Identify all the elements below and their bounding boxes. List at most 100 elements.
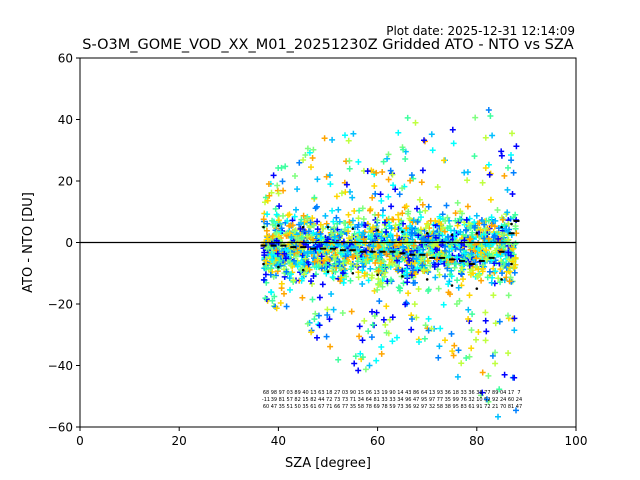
scatter-point xyxy=(512,254,519,261)
scatter-point xyxy=(447,271,454,278)
count-label: 97 xyxy=(279,390,285,396)
scatter-point xyxy=(422,138,428,145)
series-point xyxy=(450,233,454,237)
scatter-point xyxy=(489,240,496,247)
scatter-point xyxy=(485,107,492,113)
scatter-point xyxy=(485,235,492,242)
count-label: 95 xyxy=(421,397,427,403)
count-label: 15 xyxy=(358,390,364,396)
scatter-point xyxy=(445,281,452,288)
scatter-point xyxy=(464,203,471,210)
scatter-point xyxy=(281,290,287,297)
scatter-point xyxy=(468,243,475,250)
scatter-point xyxy=(308,164,314,171)
scatter-point xyxy=(395,129,402,136)
count-label: 36 xyxy=(405,404,411,410)
scatter-point xyxy=(392,186,399,193)
scatter-point xyxy=(476,220,483,227)
scatter-point xyxy=(383,303,390,310)
scatter-point xyxy=(367,207,373,214)
scatter-point xyxy=(310,236,316,243)
scatter-point xyxy=(390,216,397,223)
count-label: 69 xyxy=(373,404,379,410)
scatter-point xyxy=(395,211,402,218)
scatter-point xyxy=(510,245,517,252)
scatter-point xyxy=(505,350,512,357)
scatter-point xyxy=(386,261,392,268)
scatter-point xyxy=(448,267,455,274)
count-label: 78 xyxy=(366,404,372,410)
scatter-point xyxy=(380,207,386,214)
scatter-point xyxy=(499,216,506,223)
scatter-point xyxy=(264,236,271,243)
scatter-point xyxy=(500,231,506,238)
scatter-point xyxy=(323,333,330,340)
scatter-point xyxy=(275,217,282,224)
scatter-point xyxy=(306,149,313,156)
scatter-point xyxy=(349,253,356,260)
scatter-point xyxy=(356,333,363,340)
scatter-point xyxy=(276,203,283,210)
scatter-point xyxy=(422,225,429,232)
scatter-point xyxy=(374,217,381,224)
count-label: 66 xyxy=(334,404,340,410)
scatter-point xyxy=(268,251,275,258)
count-label: 52 xyxy=(484,397,490,403)
scatter-point xyxy=(472,259,479,266)
scatter-point xyxy=(312,235,319,242)
scatter-point xyxy=(441,228,448,235)
count-label: 82 xyxy=(294,397,300,403)
scatter-point xyxy=(411,301,418,308)
scatter-point xyxy=(348,266,355,273)
scatter-point xyxy=(511,327,518,334)
scatter-point xyxy=(418,179,425,186)
scatter-point xyxy=(302,152,309,158)
scatter-point xyxy=(338,190,345,197)
scatter-point xyxy=(272,205,279,212)
scatter-point xyxy=(436,271,443,278)
count-label: 58 xyxy=(358,404,364,410)
scatter-point xyxy=(466,236,473,243)
scatter-point xyxy=(317,243,323,250)
scatter-point xyxy=(330,218,337,225)
scatter-point xyxy=(483,256,490,263)
scatter-point xyxy=(501,172,508,179)
scatter-point xyxy=(378,344,385,350)
scatter-point xyxy=(287,286,293,293)
scatter-point xyxy=(479,389,486,396)
scatter-point xyxy=(403,225,410,232)
scatter-point xyxy=(318,253,325,260)
scatter-point xyxy=(491,223,498,230)
count-label: 71 xyxy=(350,397,356,403)
scatter-point xyxy=(394,334,400,341)
scatter-point xyxy=(271,293,278,300)
scatter-point xyxy=(345,228,352,235)
scatter-point xyxy=(432,217,439,224)
x-axis-label: SZA [degree] xyxy=(285,456,371,471)
count-label: 77 xyxy=(437,397,443,403)
scatter-point xyxy=(322,212,329,219)
x-tick-label: 0 xyxy=(76,434,84,448)
scatter-point xyxy=(373,230,380,237)
count-label: 81 xyxy=(373,397,379,403)
scatter-point xyxy=(448,330,455,337)
scatter-point xyxy=(407,177,414,184)
scatter-point xyxy=(382,219,388,226)
series-point xyxy=(401,275,404,278)
scatter-point xyxy=(291,213,298,220)
scatter-point xyxy=(333,214,340,221)
scatter-point xyxy=(293,206,299,213)
scatter-point xyxy=(478,277,485,284)
scatter-point xyxy=(262,194,269,201)
scatter-point xyxy=(495,413,501,420)
scatter-point xyxy=(415,227,422,234)
scatter-point xyxy=(356,323,363,330)
scatter-point xyxy=(373,357,380,364)
scatter-point xyxy=(385,193,392,200)
count-label: 32 xyxy=(429,404,435,410)
scatter-point xyxy=(378,279,385,286)
scatter-point xyxy=(376,298,383,305)
scatter-point xyxy=(437,325,444,332)
scatter-point xyxy=(509,258,516,265)
